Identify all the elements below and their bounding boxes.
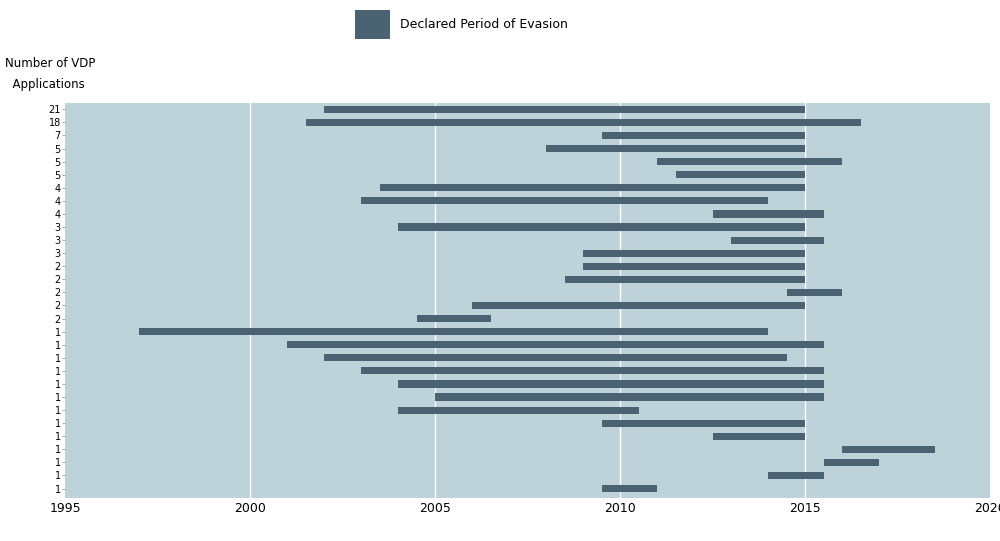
Text: Declared Period of Evasion: Declared Period of Evasion — [400, 18, 568, 31]
Bar — [355, 10, 390, 39]
Text: Number of VDP: Number of VDP — [5, 57, 95, 70]
Text: Applications: Applications — [5, 78, 85, 91]
